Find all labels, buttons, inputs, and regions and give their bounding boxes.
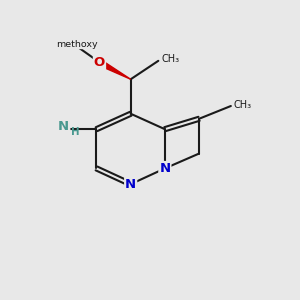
Text: N: N (125, 178, 136, 191)
Text: H: H (70, 127, 79, 137)
Text: CH₃: CH₃ (234, 100, 252, 110)
Text: O: O (94, 56, 105, 69)
Polygon shape (98, 60, 131, 79)
Text: methoxy: methoxy (56, 40, 98, 49)
Text: N: N (159, 162, 170, 175)
Text: N: N (58, 120, 69, 133)
Text: CH₃: CH₃ (162, 54, 180, 64)
